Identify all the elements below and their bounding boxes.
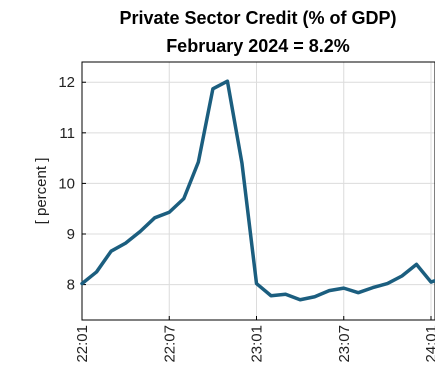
grid [81, 62, 435, 320]
y-tick-label: 12 [58, 74, 75, 91]
y-tick-label: 8 [67, 277, 75, 294]
plot-frame [81, 61, 435, 321]
y-tick-label: 10 [58, 175, 75, 192]
axis-ticks: 8 9 10 11 12 22:01 22:07 23:01 23:07 24:01 [58, 74, 435, 362]
x-tick-label: 24:01 [423, 325, 435, 363]
x-tick-label: 22:07 [161, 325, 178, 363]
y-tick-label: 9 [67, 226, 75, 243]
series-line [80, 79, 435, 302]
x-tick-label: 23:07 [336, 325, 353, 363]
y-axis-label: [ percent ] [33, 158, 50, 225]
chart-title: Private Sector Credit (% of GDP) [119, 8, 396, 28]
chart-subtitle: February 2024 = 8.2% [166, 36, 350, 56]
y-tick-label: 11 [59, 125, 75, 142]
series [80, 79, 435, 302]
x-tick-label: 22:01 [74, 325, 91, 363]
x-tick-label: 23:01 [249, 325, 266, 363]
